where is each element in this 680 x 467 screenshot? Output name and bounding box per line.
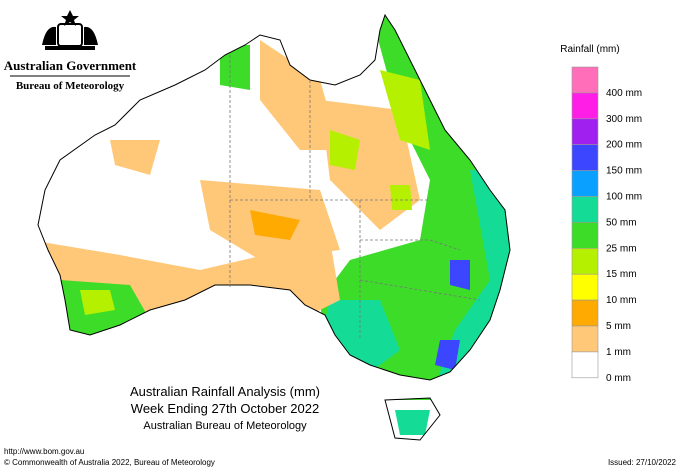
legend-label: 5 mm [606,321,631,332]
legend-swatch [571,325,599,353]
legend-label: 0 mm [606,373,631,384]
legend: 400 mm 300 mm 200 mm 150 mm 100 mm 50 mm 25 mm… [571,66,642,384]
legend-swatch [571,299,599,327]
state-borders [229,55,481,340]
legend-label: 300 mm [606,114,642,125]
legend-swatch [571,92,599,120]
coastline [37,13,511,441]
legend-label: 150 mm [606,166,642,177]
legend-swatch [571,273,599,301]
legend-swatch [571,222,599,249]
legend-label: 50 mm [606,217,637,228]
legend-swatch [571,248,599,275]
legend-swatch [571,144,599,171]
legend-swatch [571,170,599,197]
legend-label: 200 mm [606,140,642,151]
legend-swatch [571,196,599,223]
caption-period: Week Ending 27th October 2022 [131,401,319,416]
legend-label: 25 mm [606,243,637,254]
crest [42,10,98,50]
legend-swatch [571,118,599,146]
legend-swatch [571,66,599,94]
legend-swatch [571,351,599,379]
footer-url: http://www.bom.gov.au [4,447,84,456]
footer-issued: Issued: 27/10/2022 [608,458,677,467]
footer-copyright: © Commonwealth of Australia 2022, Bureau… [4,458,215,467]
agency-name: Bureau of Meteorology [16,80,125,92]
caption-source: Australian Bureau of Meteorology [143,420,307,432]
legend-label: 100 mm [606,192,642,203]
caption-title: Australian Rainfall Analysis (mm) [130,384,320,399]
legend-label: 15 mm [606,269,637,280]
legend-label: 400 mm [606,88,642,99]
legend-label: 10 mm [606,295,637,306]
legend-label: 1 mm [606,347,631,358]
legend-title: Rainfall (mm) [560,44,619,55]
government-name: Australian Government [4,58,137,73]
